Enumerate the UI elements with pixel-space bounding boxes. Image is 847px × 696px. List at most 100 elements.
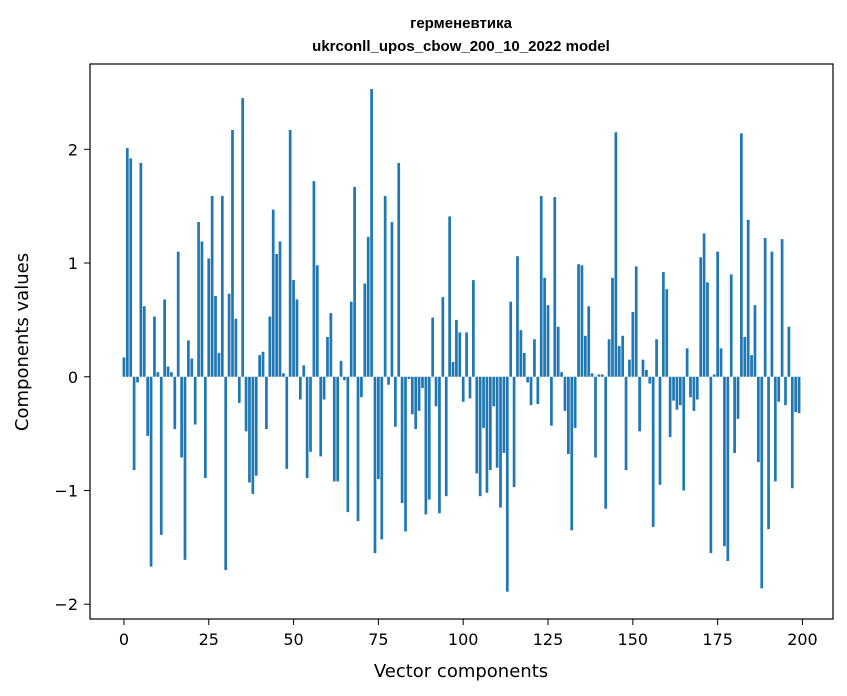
bar-161 (668, 376, 672, 438)
bar-189 (763, 238, 767, 377)
bar-56 (312, 181, 316, 377)
bar-12 (163, 299, 166, 377)
bar-29 (220, 195, 224, 377)
bar-21 (193, 376, 197, 425)
bar-147 (621, 335, 625, 377)
bar-11 (159, 376, 163, 535)
bar-27 (214, 296, 217, 377)
bar-84 (407, 376, 411, 380)
bar-138 (590, 373, 594, 377)
bar-13 (166, 366, 170, 377)
bar-169 (695, 376, 699, 400)
bar-55 (309, 376, 312, 452)
chart-title-line-2: ukrconll_upos_cbow_200_10_2022 model (312, 38, 610, 55)
bar-87 (417, 376, 421, 411)
bar-58 (319, 376, 323, 457)
bar-144 (611, 277, 614, 377)
x-tick-label: 150 (618, 630, 649, 649)
bar-150 (631, 311, 635, 377)
bar-44 (271, 209, 275, 377)
bar-154 (645, 369, 648, 377)
bar-160 (665, 289, 669, 377)
bar-61 (329, 313, 333, 377)
bar-172 (706, 282, 709, 377)
y-tick-label: 0 (68, 368, 78, 387)
bar-130 (563, 376, 567, 411)
bar-57 (315, 265, 319, 377)
bars-group (122, 89, 801, 592)
bar-136 (583, 335, 587, 377)
x-tick-label: 0 (119, 630, 129, 649)
bar-145 (614, 132, 618, 377)
bar-197 (790, 376, 794, 489)
bar-96 (448, 216, 451, 377)
bar-196 (787, 326, 791, 377)
bar-140 (597, 374, 601, 377)
bar-85 (410, 376, 414, 415)
bar-192 (773, 376, 777, 482)
y-axis: −2 −1 0 1 2 (54, 140, 90, 614)
bar-171 (702, 233, 706, 377)
bar-92 (434, 376, 438, 407)
bar-152 (638, 376, 641, 432)
bar-65 (343, 376, 346, 381)
bar-142 (604, 376, 608, 509)
bar-135 (580, 265, 584, 377)
bar-76 (380, 376, 384, 540)
bar-32 (231, 129, 234, 377)
bar-63 (336, 376, 340, 482)
plot-frame (89, 63, 834, 620)
bar-64 (339, 360, 343, 377)
bar-23 (200, 241, 204, 377)
bar-40 (258, 355, 261, 377)
bar-168 (692, 376, 696, 411)
bar-18 (183, 376, 187, 560)
bar-14 (170, 372, 173, 377)
bar-82 (400, 376, 404, 503)
bar-1 (125, 148, 129, 377)
bar-81 (397, 162, 401, 377)
bar-151 (634, 266, 638, 377)
bar-199 (797, 376, 801, 414)
bar-174 (712, 374, 716, 377)
y-tick-label: 2 (68, 140, 78, 159)
bar-8 (149, 376, 153, 567)
bar-113 (505, 376, 509, 592)
bar-190 (767, 376, 770, 530)
bar-123 (539, 195, 543, 377)
y-tick-label: 1 (68, 254, 78, 273)
bar-194 (780, 239, 784, 377)
bar-177 (723, 376, 726, 547)
bar-19 (187, 340, 190, 377)
bar-117 (519, 330, 523, 377)
bar-53 (302, 365, 306, 377)
bar-124 (543, 277, 546, 377)
bar-77 (383, 195, 387, 377)
bar-195 (784, 376, 787, 406)
bar-5 (139, 162, 143, 377)
bar-74 (373, 376, 377, 554)
bar-28 (217, 352, 221, 377)
bar-101 (465, 332, 468, 377)
bar-155 (648, 376, 652, 384)
bar-39 (254, 376, 258, 476)
bar-163 (675, 376, 679, 410)
bar-33 (234, 318, 238, 377)
bar-80 (393, 376, 397, 427)
bar-126 (550, 376, 553, 426)
bar-35 (241, 98, 245, 377)
bar-131 (567, 376, 570, 455)
bar-108 (488, 376, 492, 471)
x-axis: 0 25 50 75 100 125 150 175 200 (119, 619, 818, 649)
bar-25 (207, 258, 211, 377)
bar-42 (265, 376, 268, 430)
bar-187 (757, 376, 760, 463)
bar-186 (753, 305, 757, 377)
bar-24 (203, 376, 207, 478)
bar-120 (529, 376, 533, 406)
bar-51 (295, 299, 299, 377)
bar-175 (716, 251, 719, 377)
bar-34 (237, 376, 241, 403)
bar-98 (455, 319, 458, 377)
bar-182 (740, 133, 743, 377)
